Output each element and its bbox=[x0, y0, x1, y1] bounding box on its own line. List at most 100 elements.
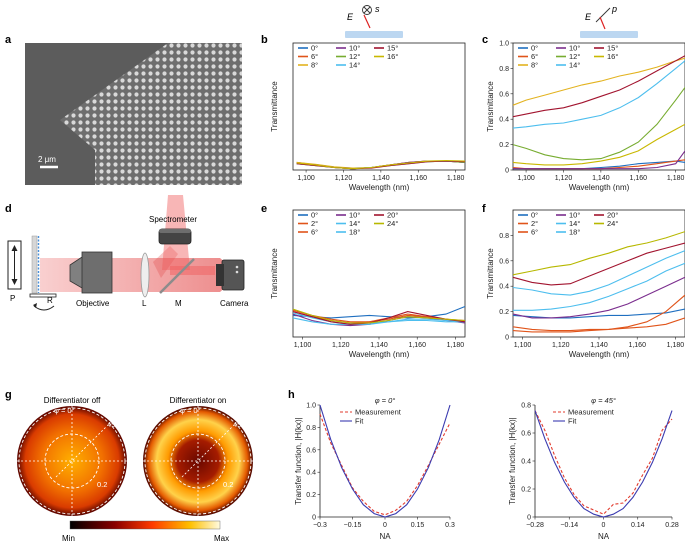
series-line-14° bbox=[292, 317, 465, 325]
x-tick-label: 1,100 bbox=[514, 342, 532, 349]
chart-f: 1,100 1,120 1,140 1,160 1,180 0 0.2 0.4 0.6 0.8 Wa… bbox=[486, 209, 685, 359]
colorbar bbox=[69, 520, 221, 530]
charts-layer: 1,100 1,120 1,140 1,160 1,180 Wavelength (nm)… bbox=[270, 41, 685, 541]
na-02-ring bbox=[44, 433, 100, 489]
legend-label: 24° bbox=[607, 219, 618, 228]
x-tick-label: 0.3 bbox=[445, 522, 455, 529]
y-tick-label: 0.2 bbox=[499, 309, 509, 316]
x-tick-label: 0.14 bbox=[631, 522, 645, 529]
spectrometer-label: Spectrometer bbox=[149, 215, 197, 224]
panel-label-a: a bbox=[5, 34, 12, 46]
legend-label: 18° bbox=[569, 228, 580, 237]
sem-metasurface bbox=[60, 43, 242, 185]
objective-label: Objective bbox=[76, 299, 110, 308]
legend-label: 0° bbox=[531, 44, 538, 53]
x-axis-label: Wavelength (nm) bbox=[349, 183, 410, 192]
plot-frame bbox=[512, 42, 685, 171]
na-02-label: 0.2 bbox=[97, 480, 107, 489]
x-tick-label: −0.14 bbox=[560, 522, 578, 529]
y-tick-label: 0.4 bbox=[306, 470, 316, 477]
y-tick-label: 0.4 bbox=[499, 117, 509, 124]
na-04-ring bbox=[18, 407, 126, 515]
legend-label: 14° bbox=[349, 61, 360, 70]
x-tick-label: 1,160 bbox=[628, 342, 646, 349]
x-tick-label: 1,120 bbox=[335, 175, 353, 182]
y-tick-label: 1.0 bbox=[499, 41, 509, 48]
legend-label: 20° bbox=[387, 211, 398, 220]
legend-label: 6° bbox=[311, 52, 318, 61]
panel-label-b: b bbox=[261, 34, 268, 46]
x-tick-label: 1,160 bbox=[409, 175, 427, 182]
series-line-18° bbox=[512, 250, 685, 296]
series-line-10° bbox=[513, 150, 685, 170]
x-tick-label: 0 bbox=[602, 522, 606, 529]
camera bbox=[221, 259, 245, 291]
metasurface-sample bbox=[345, 31, 403, 38]
y-tick-label: 0.4 bbox=[521, 459, 531, 466]
x-axis-label: NA bbox=[598, 532, 610, 541]
panel-label-d: d bbox=[5, 203, 12, 215]
series-line-20° bbox=[292, 311, 466, 325]
x-axis-label: Wavelength (nm) bbox=[349, 350, 410, 359]
y-tick-label: 0.8 bbox=[499, 66, 509, 73]
x-tick-label: 1,100 bbox=[297, 175, 315, 182]
y-tick-label: 1.0 bbox=[306, 403, 316, 410]
legend-label: 0° bbox=[311, 44, 318, 53]
x-tick-label: 0 bbox=[383, 522, 387, 529]
legend-label: 6° bbox=[531, 228, 538, 237]
y-tick-label: 0.6 bbox=[499, 258, 509, 265]
mirror-label: M bbox=[175, 299, 182, 308]
na-04-ring bbox=[144, 407, 252, 515]
rotation-stage bbox=[29, 293, 57, 298]
legend-label: 24° bbox=[387, 219, 398, 228]
series-line-Measurement bbox=[534, 410, 673, 515]
series-line-18° bbox=[292, 312, 466, 325]
panel-label-f: f bbox=[482, 203, 486, 215]
angle-45-label: 45° bbox=[107, 420, 118, 429]
rotation-stage-label: R bbox=[47, 296, 53, 305]
chart-b: 1,100 1,120 1,140 1,160 1,180 Wavelength (nm)… bbox=[270, 42, 466, 192]
s-pol-symbol bbox=[362, 5, 372, 15]
series-line-0° bbox=[512, 308, 685, 319]
legend-label: 16° bbox=[387, 52, 398, 61]
pol-label: p bbox=[611, 4, 617, 14]
legend-label: 14° bbox=[349, 219, 360, 228]
y-tick-label: 0.8 bbox=[521, 403, 531, 410]
legend-label: 2° bbox=[531, 219, 538, 228]
y-tick-label: 0 bbox=[527, 515, 531, 522]
x-tick-label: −0.28 bbox=[526, 522, 544, 529]
series-line-15° bbox=[512, 55, 685, 118]
angle-45-label: 45° bbox=[233, 420, 244, 429]
g-right-title: Differentiator on bbox=[170, 396, 227, 405]
x-tick-label: 1,120 bbox=[552, 342, 570, 349]
series-line-Measurement bbox=[319, 413, 451, 516]
y-axis-label: Transmittance bbox=[270, 248, 279, 299]
y-tick-label: 0 bbox=[505, 335, 509, 342]
colorbar-max: Max bbox=[214, 534, 229, 543]
series-line-2° bbox=[512, 317, 685, 332]
legend-label: 14° bbox=[569, 219, 580, 228]
na-04-label: 0.4 bbox=[118, 494, 128, 503]
x-tick-label: 1,180 bbox=[447, 175, 465, 182]
s-pol-inset: E s bbox=[345, 4, 403, 38]
polarizer-label: P bbox=[10, 294, 15, 303]
y-tick-label: 0 bbox=[312, 515, 316, 522]
series-line-6° bbox=[512, 294, 685, 333]
x-tick-label: 1,140 bbox=[592, 175, 610, 182]
series-line-16° bbox=[512, 123, 685, 166]
legend-label: 20° bbox=[607, 211, 618, 220]
x-tick-label: 1,100 bbox=[294, 342, 312, 349]
y-tick-label: 0.8 bbox=[306, 425, 316, 432]
chart-title: φ = 45° bbox=[591, 396, 616, 405]
x-tick-label: 1,100 bbox=[517, 175, 535, 182]
chart-h-right: φ = 45° −0.28 −0.14 0 0.14 0.28 0 0.2 0.4 0.6 0.8 N… bbox=[508, 396, 679, 541]
legend-label: Fit bbox=[568, 417, 577, 426]
na-label: NA bbox=[116, 504, 126, 513]
legend-label: 8° bbox=[531, 61, 538, 70]
panel-d-setup: P R Objective L M Spectrometer Camera bbox=[7, 195, 249, 311]
y-tick-label: 0.2 bbox=[499, 142, 509, 149]
camera-label: Camera bbox=[220, 299, 249, 308]
y-tick-label: 0.2 bbox=[306, 492, 316, 499]
x-tick-label: 1,140 bbox=[372, 175, 390, 182]
series-line-Fit bbox=[534, 410, 673, 518]
